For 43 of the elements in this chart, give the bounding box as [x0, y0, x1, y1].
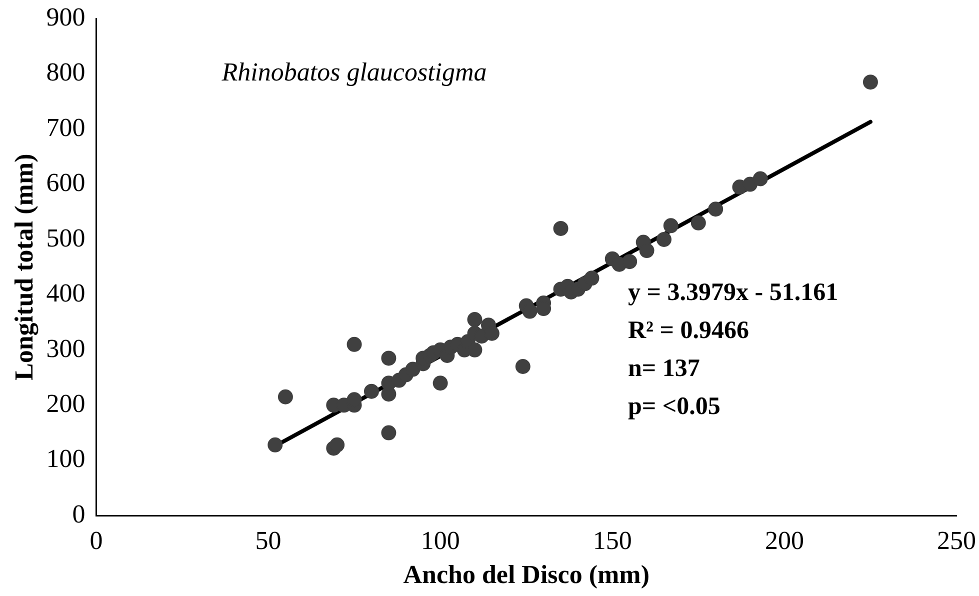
y-tick-label: 900 [46, 2, 86, 32]
point [663, 218, 678, 234]
point [522, 304, 538, 319]
x-tick-label: 150 [592, 526, 632, 556]
y-tick-label: 500 [46, 223, 86, 252]
point [268, 437, 283, 452]
y-tick-label: 800 [46, 58, 86, 87]
x-axis-title: Ancho del Disco (mm) [403, 560, 650, 590]
point [639, 243, 654, 258]
x-tick-label: 100 [420, 526, 460, 556]
text: Rhinobatos glaucostigma [220, 58, 487, 87]
annotation: y = 3.3979x - 51.161 [628, 279, 838, 306]
point [584, 270, 600, 286]
annotation: n= 137 [628, 355, 700, 382]
annotation: R² = 0.9466 [628, 317, 750, 344]
point [278, 389, 293, 404]
point [330, 437, 345, 452]
point [364, 384, 379, 399]
point [467, 312, 482, 328]
point [515, 359, 530, 374]
x-tick-label: 50 [255, 526, 282, 556]
x-tick-label: 250 [937, 526, 976, 556]
y-tick-label: 300 [46, 334, 86, 363]
point [752, 171, 768, 186]
point [622, 254, 638, 270]
point [690, 215, 706, 230]
point [381, 425, 396, 440]
point [656, 232, 672, 247]
y-tick-label: 400 [46, 278, 86, 308]
y-tick-label: 200 [46, 388, 86, 418]
point [708, 202, 724, 217]
y-tick-label: 700 [46, 112, 86, 142]
x-tick-label: 200 [764, 526, 804, 556]
point [862, 74, 878, 90]
y-tick-label: 600 [46, 168, 86, 198]
point [381, 350, 396, 366]
point [553, 220, 568, 236]
y-tick-label: 0 [72, 499, 86, 528]
annotation: p= <0.05 [628, 393, 720, 420]
y-tick-label: 100 [46, 444, 86, 474]
point [346, 336, 362, 352]
y-axis-title: Longitud total (mm) [9, 154, 38, 380]
point [432, 376, 448, 391]
